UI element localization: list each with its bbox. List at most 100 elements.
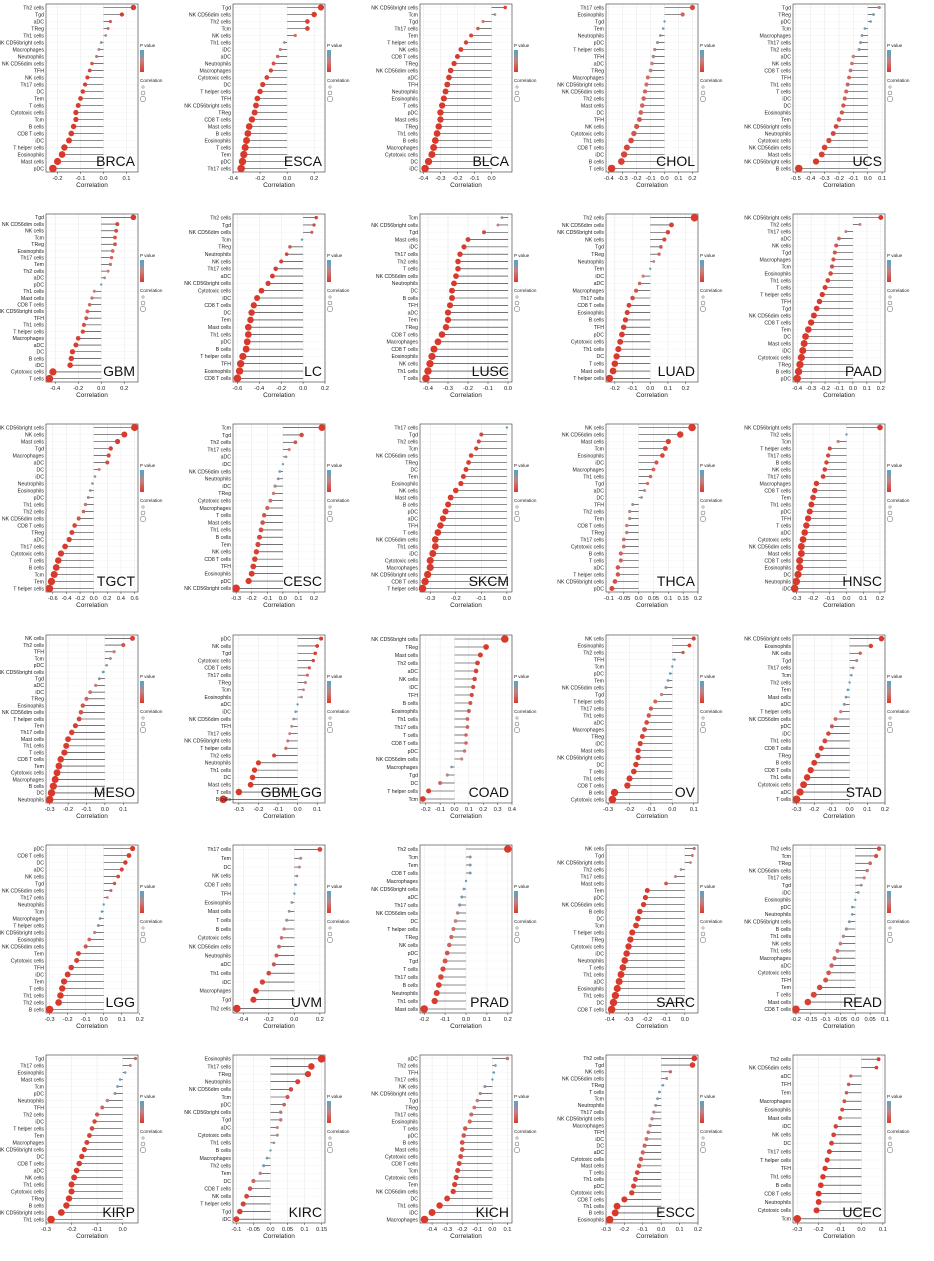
category-label: B cells [29,356,45,362]
legend-size-circle [328,926,332,930]
category-label: DC [597,496,605,502]
lollipop-point [658,1090,662,1094]
lollipop-point [642,726,648,732]
lollipop-point [624,781,631,789]
lollipop-point [822,737,828,743]
category-label: iDC [35,363,44,369]
category-label: TFH [34,965,44,971]
lollipop-point [80,329,85,334]
category-label: TFH [221,724,231,730]
x-tick-label: -0.3 [231,596,241,602]
panel-skcm: Th17 cells Tgd Th2 cells Tcm NK CD56dim cell… [371,420,561,630]
x-tick-label: -0.4 [228,176,239,182]
panel-gbmlgg: pDC NK cells Tgd Cytotoxic cells CD8 T cells… [184,631,374,841]
plot-border [792,844,886,1013]
lollipop-point [827,446,833,451]
lollipop-point [625,942,633,950]
lollipop-point [650,1117,655,1121]
category-label: Tgd [35,12,44,18]
category-label: NK cells [25,75,44,81]
lollipop-point [84,1139,90,1145]
lollipop-point [244,130,252,137]
legend-colorbar [700,49,705,72]
plot-border [45,1054,139,1224]
category-label: Th1 cells [210,528,231,534]
category-label: Th17 cells [581,538,605,544]
lollipop-point [847,75,852,80]
lollipop-point [442,508,449,515]
category-label: pDC [407,950,418,956]
category-label: Tgd [782,306,791,312]
lollipop-point [99,283,103,286]
lollipop-point [633,922,640,929]
category-label: DC [37,468,45,474]
category-label: Th1 cells [210,767,231,773]
lollipop-point [126,852,132,858]
x-tick-label: -0.1 [646,176,656,182]
lollipop-point [420,1215,428,1224]
lollipop-point [850,61,854,66]
panel-thca: NK cells NK CD56dim cells Mast cells Tcm Eos… [558,420,747,630]
lollipop-point [653,699,658,703]
lollipop-point [233,1216,240,1222]
lollipop-point [278,1118,283,1122]
lollipop-point [60,978,68,985]
x-tick-label: -0.1 [231,1227,241,1233]
lollipop-point [617,970,625,978]
category-label: NK cells [399,47,418,53]
legend-size-circle [514,300,519,306]
lollipop-point [284,918,289,922]
lollipop-point [307,1063,315,1070]
lollipop-point [431,997,438,1004]
panel-ov: NK cells Eosinophils Th2 cells TFH Tcm pDC Tem… [558,631,747,841]
category-label: TFH [781,299,791,305]
lollipop-point [641,1150,646,1155]
lollipop-point [815,752,821,758]
category-label: iDC [222,1217,231,1223]
lollipop-point [305,673,309,677]
legend-pvalue-title: P value [887,253,903,258]
lollipop-point [271,961,276,967]
lollipop-point [691,214,699,222]
lollipop-point [618,158,626,165]
lollipop-point [423,571,431,579]
x-axis-title: Correlation [450,1233,482,1240]
lollipop-point [101,670,105,673]
category-label: NK CD56bright cells [0,930,44,936]
category-label: Th17 cells [581,706,605,712]
lollipop-point [114,229,119,233]
category-label: B cells [29,783,45,789]
lollipop-point [465,716,469,721]
legend-size-title: Correlation [514,498,537,503]
category-label: DC [784,103,792,109]
lollipop-point [829,1140,835,1146]
category-label: pDC [220,636,231,642]
category-label: NK cells [772,651,791,657]
lollipop-point [317,846,323,852]
category-label: iDC [35,138,44,144]
x-tick-label: 0.0 [101,806,109,812]
lollipop-point [652,54,656,59]
category-label: NK CD56dim cells [2,710,44,716]
category-label: iDC [409,245,418,251]
category-label: pDC [407,1133,418,1139]
legend-colorbar [887,890,892,913]
lollipop-point [848,68,853,73]
lollipop-point [70,123,77,130]
lollipop-point [612,579,618,585]
category-label: Tgd [222,997,231,1003]
lollipop-point [421,374,430,383]
lollipop-point [269,1149,272,1152]
lollipop-point [863,27,867,30]
category-label: Th1 cells [770,934,791,940]
category-label: pDC [781,905,792,911]
lollipop-point [457,481,464,487]
lollipop-point [505,1056,509,1061]
legend-size-circle [514,721,519,726]
lollipop-point [424,157,432,166]
category-label: Neutrophils [18,902,45,908]
category-label: Cytotoxic cells [571,944,605,950]
lollipop-point [247,1186,253,1191]
lollipop-point [65,1195,73,1202]
